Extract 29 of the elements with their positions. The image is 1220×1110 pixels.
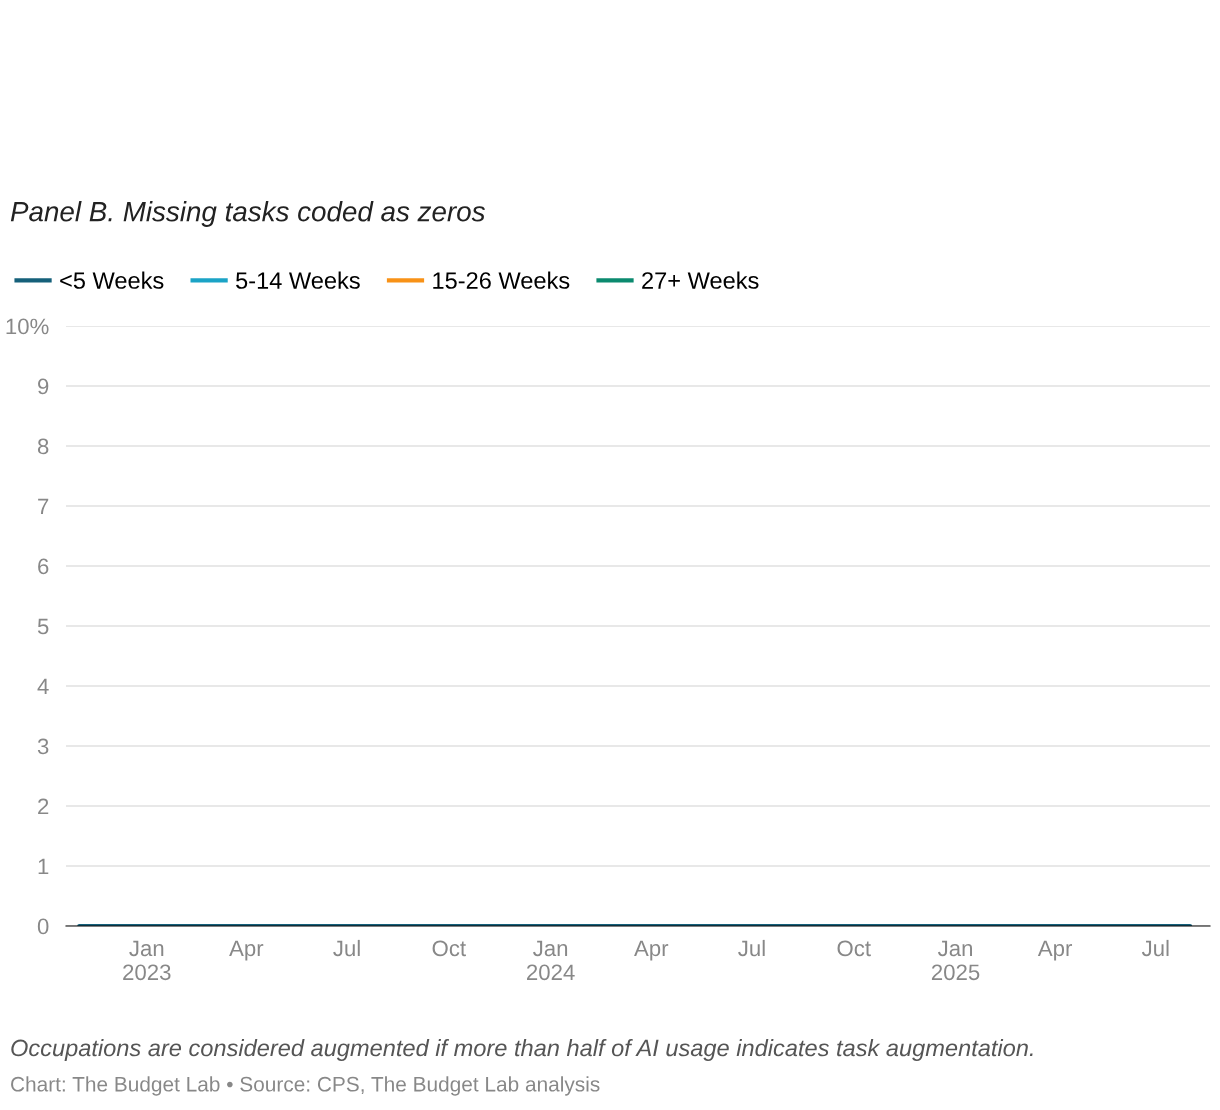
chart-title: Panel B. Missing tasks coded as zeros [10,201,485,227]
y-tick-label: 9 [38,378,49,395]
y-tick-label: 2 [38,798,49,815]
legend-label: 27+ Weeks [642,271,759,289]
x-tick-label: Jan 2023 [123,940,171,981]
y-tick-label: 10% [6,318,49,335]
y-tick-label: 0 [37,918,49,935]
x-tick-label: Apr [229,940,264,961]
legend-label: 15-26 Weeks [433,271,570,289]
y-tick-label: 5 [37,618,49,635]
y-tick-label: 6 [38,558,49,575]
legend-label: <5 Weeks [60,271,164,289]
x-tick-label: Oct [432,940,466,957]
text: Occupations are considered augmented if more than half of AI usage indicates task augmentation. [11,1038,1033,1062]
y-tick-label: 1 [38,858,49,875]
x-tick-label: Oct [837,940,871,957]
y-tick-label: 7 [38,498,49,515]
legend-label: 5-14 Weeks [236,271,360,289]
y-tick-label: 8 [37,438,49,455]
x-tick-label: Jul [738,939,765,957]
y-tick-label: 3 [37,738,49,755]
y-tick-label: 4 [37,678,49,695]
x-tick-label: Apr [634,940,669,961]
x-tick-label: Jan 2025 [931,940,980,981]
x-tick-label: Jan 2024 [527,940,575,981]
x-tick-label: Jul [1141,939,1169,957]
text: Chart: The Budget Lab • Source: CPS, The Budget Lab analysis [11,1076,600,1096]
x-tick-label: Apr [1037,940,1073,961]
x-tick-label: Jul [333,939,360,957]
